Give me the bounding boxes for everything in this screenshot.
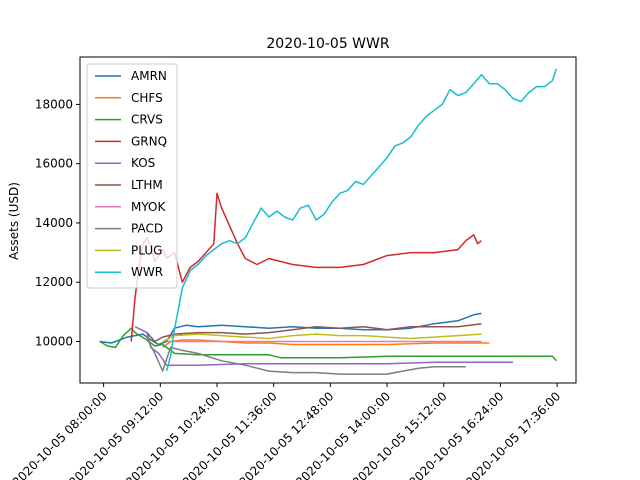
legend-entry-wwr: WWR [95,265,163,279]
y-tick-label: 18000 [35,97,73,111]
legend-entry-crvs: CRVS [95,113,163,127]
y-tick-label: 14000 [35,216,73,230]
legend-label: GRNQ [131,134,167,148]
plot-area-frame [79,56,577,384]
legend: AMRN CHFS CRVS GRNQ KOS LTHM MYOK PACD PLUG WWR [86,63,178,289]
y-tick-label: 16000 [35,157,73,171]
legend-label: CHFS [131,91,163,105]
legend-entry-chfs: CHFS [95,91,163,105]
legend-entry-myok: MYOK [95,200,166,214]
legend-entry-amrn: AMRN [95,69,167,83]
legend-label: KOS [131,156,155,170]
series-line-plug [162,333,482,343]
legend-label: LTHM [131,178,163,192]
y-axis-label: Assets (USD) [7,182,21,260]
y-tick-label: 12000 [35,275,73,289]
legend-label: MYOK [131,200,166,214]
legend-entry-pacd: PACD [95,222,163,236]
legend-label: AMRN [131,69,167,83]
series-line-lthm [146,322,482,343]
series-line-crvs [99,327,557,362]
legend-entry-lthm: LTHM [95,178,163,192]
legend-entry-grnq: GRNQ [95,134,167,148]
legend-label: PACD [131,222,163,236]
series-line-pacd [146,338,466,375]
series-line-wwr [165,68,558,372]
y-tick-label: 10000 [35,335,73,349]
legend-entry-kos: KOS [95,156,155,170]
series-line-chfs [162,339,490,348]
legend-label: PLUG [131,243,162,257]
chart-title: 2020-10-05 WWR [266,36,389,52]
legend-entry-plug: PLUG [95,243,162,257]
legend-label: WWR [131,265,163,279]
y-axis: 10000 12000 14000 16000 18000 [35,97,80,349]
legend-label: CRVS [131,113,163,127]
